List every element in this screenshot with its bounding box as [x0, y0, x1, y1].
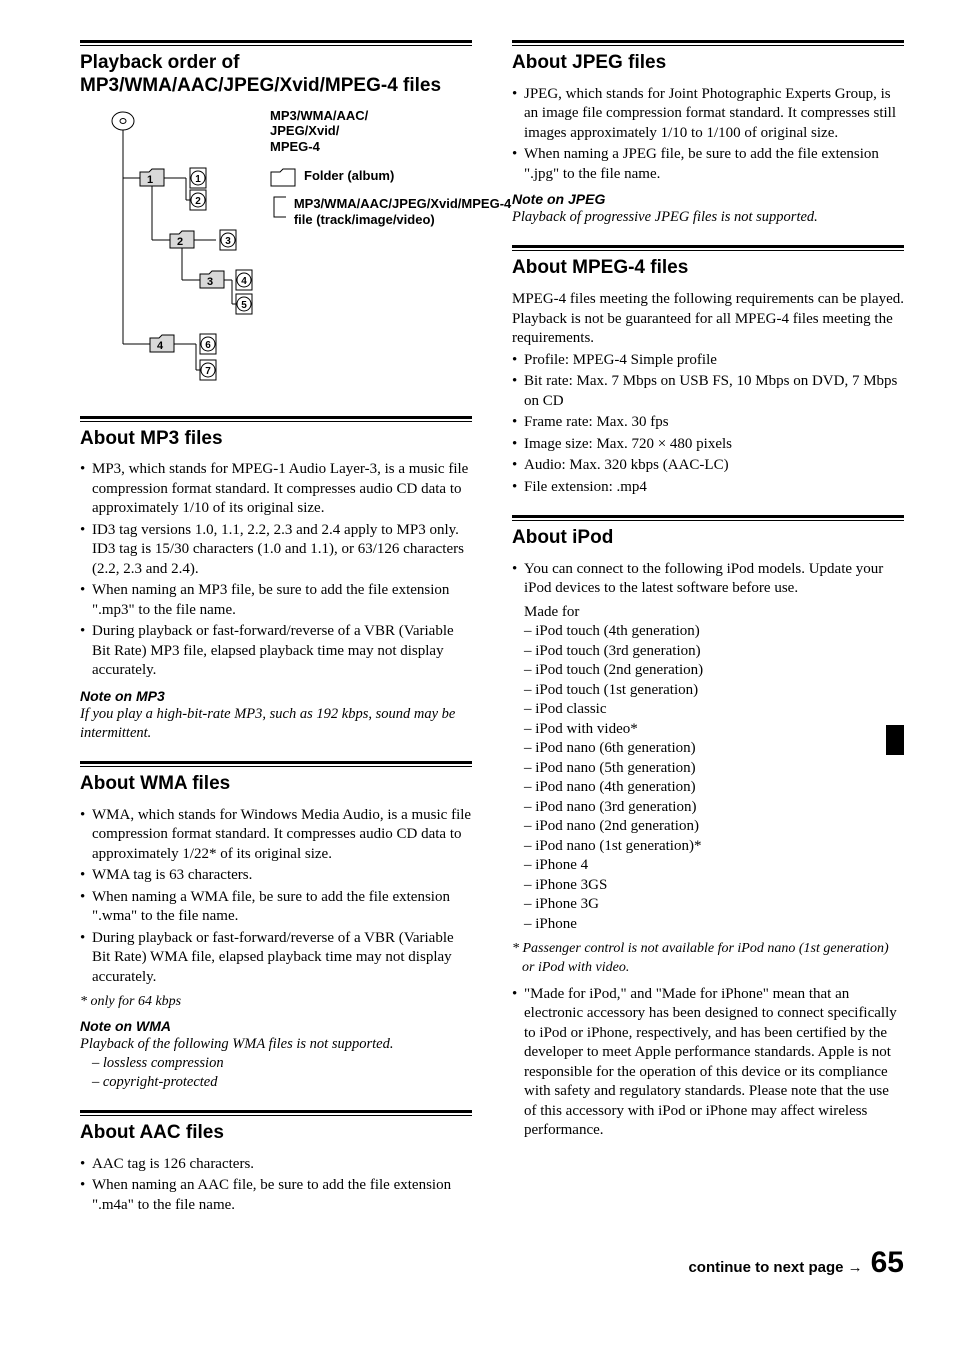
heading-ipod: About iPod: [512, 527, 904, 550]
list-item: File extension: .mp4: [512, 478, 904, 498]
folder-label-1: 1: [147, 174, 153, 186]
list-item: ID3 tag versions 1.0, 1.1, 2.2, 2.3 and …: [80, 521, 472, 580]
mp3-note-head: Note on MP3: [80, 687, 472, 705]
list-item: iPod touch (3rd generation): [524, 642, 904, 662]
section-wma: About WMA files WMA, which stands for Wi…: [80, 761, 472, 1092]
list-item: iPod nano (3rd generation): [524, 798, 904, 818]
section-aac: About AAC files AAC tag is 126 character…: [80, 1110, 472, 1215]
wma-footnote: * only for 64 kbps: [80, 993, 472, 1011]
ipod-intro: You can connect to the following iPod mo…: [512, 560, 904, 599]
wma-bullets: WMA, which stands for Windows Media Audi…: [80, 806, 472, 988]
svg-text:3: 3: [207, 276, 213, 288]
list-item: lossless compression: [92, 1054, 472, 1073]
svg-text:1: 1: [195, 174, 201, 185]
list-item: iPod touch (2nd generation): [524, 661, 904, 681]
list-item: When naming a JPEG file, be sure to add …: [512, 145, 904, 184]
list-item: iPod classic: [524, 700, 904, 720]
ipod-models: iPod touch (4th generation) iPod touch (…: [512, 622, 904, 934]
list-item: Audio: Max. 320 kbps (AAC-LC): [512, 456, 904, 476]
list-item: iPhone 4: [524, 856, 904, 876]
list-item: iPod nano (5th generation): [524, 759, 904, 779]
continue-text: continue to next page →: [688, 1258, 862, 1278]
heading-aac: About AAC files: [80, 1122, 472, 1145]
mpeg4-bullets: Profile: MPEG-4 Simple profile Bit rate:…: [512, 351, 904, 498]
folder-tree-svg: 1 1 2 2 3: [108, 108, 258, 398]
svg-text:4: 4: [241, 276, 247, 287]
svg-text:5: 5: [241, 300, 247, 311]
list-item: iPod nano (6th generation): [524, 739, 904, 759]
wma-note-head: Note on WMA: [80, 1017, 472, 1035]
ipod-footnote: * Passenger control is not available for…: [512, 940, 904, 976]
left-column: Playback order of MP3/WMA/AAC/JPEG/Xvid/…: [80, 40, 472, 1233]
list-item: AAC tag is 126 characters.: [80, 1155, 472, 1175]
section-jpeg: About JPEG files JPEG, which stands for …: [512, 40, 904, 227]
ipod-made-for: Made for: [512, 603, 904, 623]
section-mp3: About MP3 files MP3, which stands for MP…: [80, 416, 472, 743]
heading-wma: About WMA files: [80, 773, 472, 796]
wma-note-list: lossless compression copyright-protected: [80, 1054, 472, 1092]
diagram-legend: MP3/WMA/AAC/JPEG/Xvid/MPEG-4 Folder (alb…: [270, 108, 514, 398]
list-item: JPEG, which stands for Joint Photographi…: [512, 85, 904, 144]
section-mpeg4: About MPEG-4 files MPEG-4 files meeting …: [512, 245, 904, 497]
list-item: During playback or fast-forward/reverse …: [80, 622, 472, 681]
list-item: iPod touch (4th generation): [524, 622, 904, 642]
list-item: Bit rate: Max. 7 Mbps on USB FS, 10 Mbps…: [512, 372, 904, 411]
legend-root-label: MP3/WMA/AAC/JPEG/Xvid/MPEG-4: [270, 108, 514, 155]
list-item: iPod nano (1st generation)*: [524, 837, 904, 857]
list-item: WMA tag is 63 characters.: [80, 866, 472, 886]
heading-jpeg: About JPEG files: [512, 52, 904, 75]
page-footer: continue to next page → 65: [80, 1243, 904, 1282]
legend-file-icon: [270, 196, 286, 218]
list-item: iPhone: [524, 915, 904, 935]
list-item: iPhone 3G: [524, 895, 904, 915]
list-item: iPhone 3GS: [524, 876, 904, 896]
list-item: WMA, which stands for Windows Media Audi…: [80, 806, 472, 865]
list-item: Frame rate: Max. 30 fps: [512, 413, 904, 433]
list-item: iPod nano (2nd generation): [524, 817, 904, 837]
mpeg4-intro: MPEG-4 files meeting the following requi…: [512, 290, 904, 349]
svg-text:6: 6: [205, 340, 211, 351]
section-playback-order: Playback order of MP3/WMA/AAC/JPEG/Xvid/…: [80, 40, 472, 398]
mp3-bullets: MP3, which stands for MPEG-1 Audio Layer…: [80, 460, 472, 681]
ipod-trademark: "Made for iPod," and "Made for iPhone" m…: [512, 985, 904, 1141]
list-item: iPod nano (4th generation): [524, 778, 904, 798]
list-item: During playback or fast-forward/reverse …: [80, 929, 472, 988]
svg-text:7: 7: [205, 366, 211, 377]
playback-order-diagram: 1 1 2 2 3: [108, 108, 472, 398]
heading-playback-order: Playback order of MP3/WMA/AAC/JPEG/Xvid/…: [80, 52, 472, 98]
right-column: About JPEG files JPEG, which stands for …: [512, 40, 904, 1233]
jpeg-bullets: JPEG, which stands for Joint Photographi…: [512, 85, 904, 185]
page-number: 65: [871, 1243, 904, 1282]
svg-text:3: 3: [225, 236, 231, 247]
wma-note-body: Playback of the following WMA files is n…: [80, 1035, 472, 1054]
jpeg-note-head: Note on JPEG: [512, 190, 904, 208]
list-item: iPod with video*: [524, 720, 904, 740]
list-item: Image size: Max. 720 × 480 pixels: [512, 435, 904, 455]
list-item: iPod touch (1st generation): [524, 681, 904, 701]
legend-folder-icon: [270, 168, 296, 188]
list-item: When naming an MP3 file, be sure to add …: [80, 581, 472, 620]
svg-text:4: 4: [157, 340, 164, 352]
mp3-note-body: If you play a high-bit-rate MP3, such as…: [80, 705, 472, 743]
list-item: copyright-protected: [92, 1073, 472, 1092]
legend-file-label: MP3/WMA/AAC/JPEG/Xvid/MPEG-4 file (track…: [294, 196, 514, 227]
list-item: MP3, which stands for MPEG-1 Audio Layer…: [80, 460, 472, 519]
heading-mp3: About MP3 files: [80, 428, 472, 451]
jpeg-note-body: Playback of progressive JPEG files is no…: [512, 208, 904, 227]
list-item: When naming a WMA file, be sure to add t…: [80, 888, 472, 927]
svg-text:2: 2: [195, 196, 201, 207]
aac-bullets: AAC tag is 126 characters. When naming a…: [80, 1155, 472, 1216]
section-ipod: About iPod You can connect to the follow…: [512, 515, 904, 1141]
list-item: Profile: MPEG-4 Simple profile: [512, 351, 904, 371]
page-tab: [886, 725, 904, 755]
legend-folder-label: Folder (album): [304, 168, 394, 184]
list-item: When naming an AAC file, be sure to add …: [80, 1176, 472, 1215]
heading-mpeg4: About MPEG-4 files: [512, 257, 904, 280]
svg-text:2: 2: [177, 236, 183, 248]
